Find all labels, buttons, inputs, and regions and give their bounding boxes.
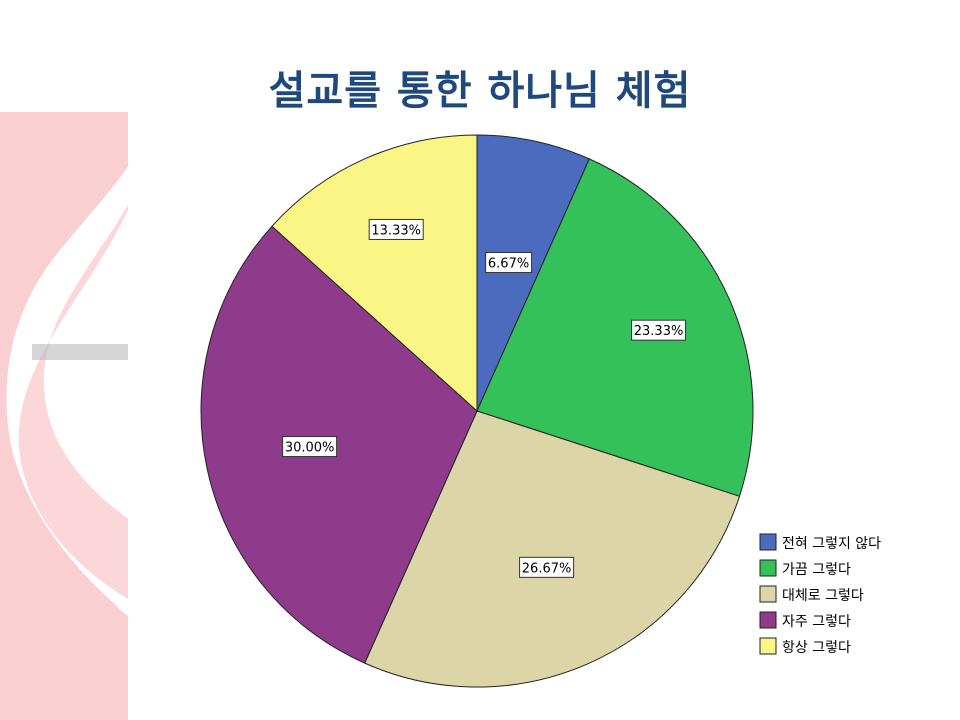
data-label-text: 13.33% [371, 223, 421, 238]
data-label-box [631, 319, 687, 341]
flame-inner-shape [18, 180, 140, 600]
data-label-text: 30.00% [285, 441, 335, 456]
legend-item-4: 자주 그렇다 [759, 611, 851, 630]
pie-slice-1 [476, 134, 590, 412]
data-label-box [485, 252, 533, 274]
legend-swatch [759, 533, 777, 551]
data-label-3: 26.67% [519, 556, 575, 578]
slide-title: 설교를 통한 하나님 체험 [268, 68, 692, 114]
flame-outer-shape [0, 112, 170, 720]
data-label-5: 13.33% [368, 218, 424, 240]
data-label-1: 6.67% [485, 252, 533, 274]
data-label-box [368, 218, 424, 240]
cross-bar-shape [32, 344, 132, 360]
legend-item-2: 가끔 그렇다 [759, 559, 851, 578]
pie-slice-2 [476, 158, 754, 497]
data-label-box [282, 436, 338, 458]
legend-swatch [759, 611, 777, 629]
pie-slice-3 [364, 410, 741, 688]
legend-label: 가끔 그렇다 [782, 562, 851, 578]
legend-item-3: 대체로 그렇다 [759, 585, 864, 604]
pie-slice-4 [200, 225, 478, 664]
data-label-text: 23.33% [634, 324, 684, 339]
data-label-text: 26.67% [522, 561, 572, 576]
legend-swatch [759, 585, 777, 603]
pie-data-labels: 6.67% 23.33% 26.67% 30.00% 13.33% [282, 218, 687, 578]
data-label-text: 6.67% [488, 257, 529, 272]
legend-label: 자주 그렇다 [782, 614, 851, 630]
legend-label: 대체로 그렇다 [782, 588, 864, 604]
legend-item-5: 항상 그렇다 [759, 637, 851, 656]
data-label-box [519, 556, 575, 578]
legend-label: 항상 그렇다 [782, 640, 851, 656]
legend-item-1: 전혀 그렇지 않다 [759, 533, 881, 552]
legend-swatch [759, 559, 777, 577]
data-label-2: 23.33% [631, 319, 687, 341]
legend-label: 전혀 그렇지 않다 [782, 536, 881, 552]
data-label-4: 30.00% [282, 436, 338, 458]
pie-slices [200, 134, 754, 688]
pie-slice-5 [271, 134, 478, 413]
legend-swatch [759, 637, 777, 655]
